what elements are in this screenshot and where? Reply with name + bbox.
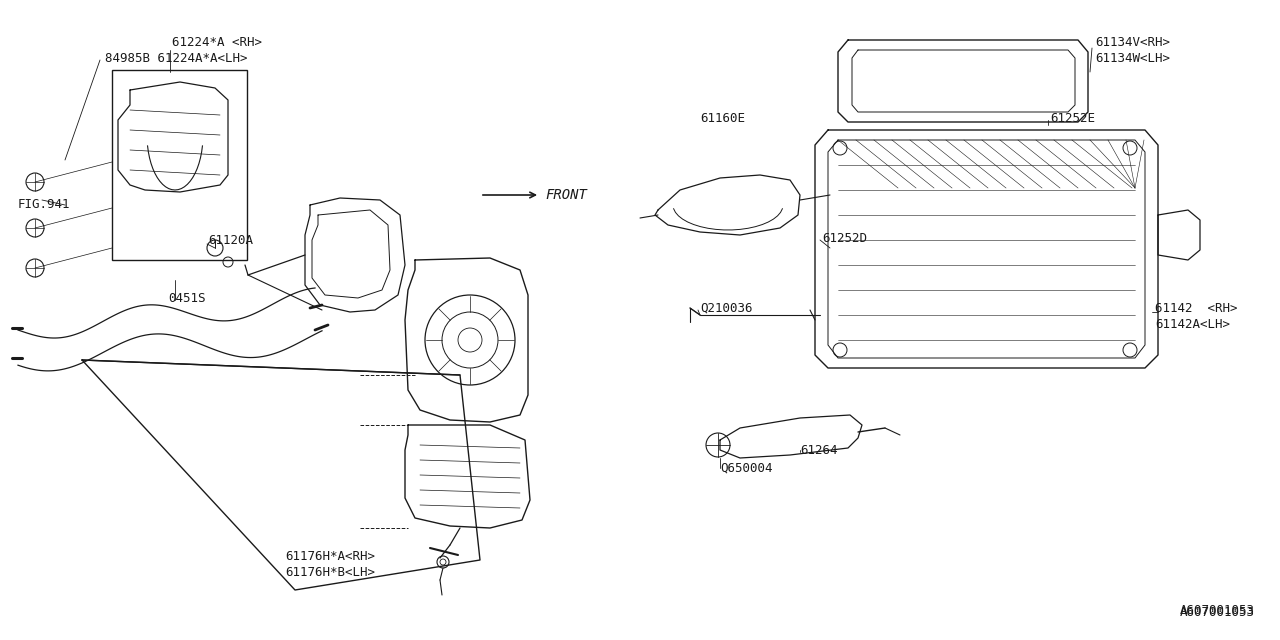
Text: A607001053: A607001053	[1180, 605, 1254, 618]
Text: 61252E: 61252E	[1050, 111, 1094, 125]
Text: Q650004: Q650004	[719, 461, 773, 474]
Text: 61120A: 61120A	[207, 234, 253, 246]
Text: 61160E: 61160E	[700, 111, 745, 125]
Text: 61134V<RH>: 61134V<RH>	[1094, 35, 1170, 49]
Text: FRONT: FRONT	[545, 188, 586, 202]
Text: 84985B 61224A*A<LH>: 84985B 61224A*A<LH>	[105, 51, 247, 65]
Text: 61252D: 61252D	[822, 232, 867, 244]
Text: 61264: 61264	[800, 444, 837, 456]
Text: 61142A<LH>: 61142A<LH>	[1155, 317, 1230, 330]
Text: Q210036: Q210036	[700, 301, 753, 314]
Text: A607001053: A607001053	[1180, 604, 1254, 616]
Text: 61134W<LH>: 61134W<LH>	[1094, 51, 1170, 65]
Bar	[113, 70, 247, 260]
Text: 0451S: 0451S	[168, 291, 206, 305]
Text: FIG.941: FIG.941	[18, 198, 70, 211]
Text: 61142  <RH>: 61142 <RH>	[1155, 301, 1238, 314]
Text: 61176H*B<LH>: 61176H*B<LH>	[285, 566, 375, 579]
Text: 61224*A <RH>: 61224*A <RH>	[172, 35, 262, 49]
Text: 61176H*A<RH>: 61176H*A<RH>	[285, 550, 375, 563]
